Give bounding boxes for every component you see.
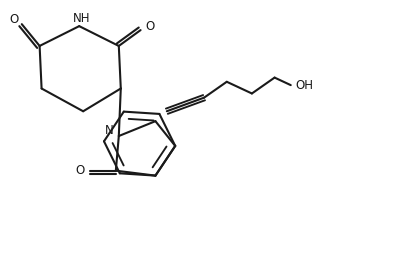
Text: O: O [9,13,19,26]
Text: OH: OH [295,79,314,92]
Text: NH: NH [72,12,90,25]
Text: N: N [105,124,113,137]
Text: O: O [146,20,155,33]
Text: O: O [76,164,85,177]
